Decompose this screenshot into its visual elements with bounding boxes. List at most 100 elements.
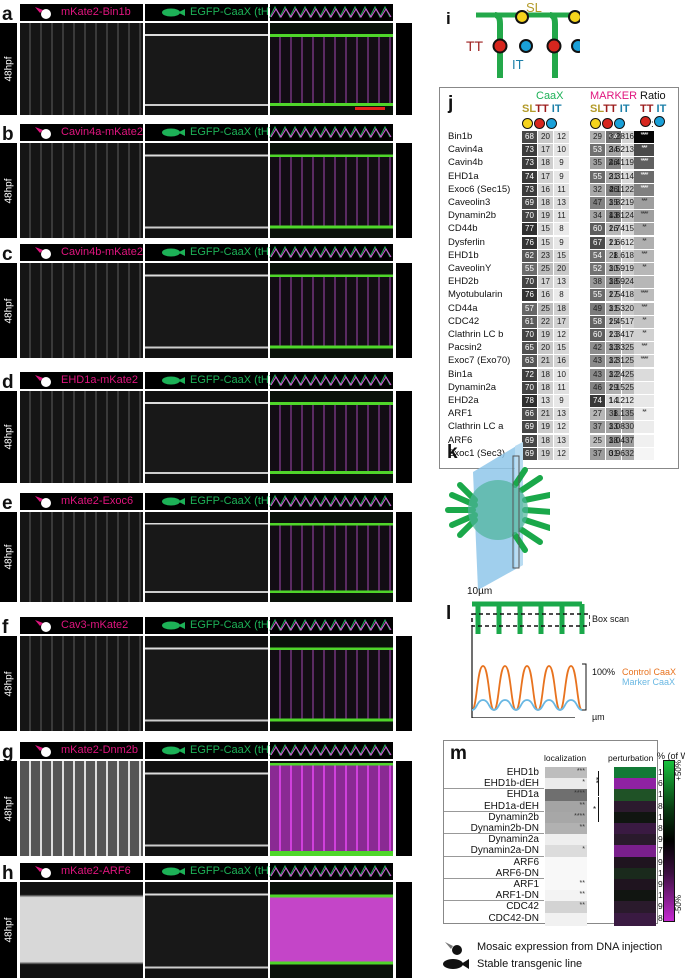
row-name: Exoc1 (Sec3) [448, 447, 506, 459]
caax-cell: 9 [554, 157, 569, 170]
perturbation-header: perturbation [608, 753, 654, 763]
tt-dot-icon [602, 118, 613, 129]
marker-cell: 25 [622, 381, 637, 394]
marker-subheaders: SLTT IT [590, 103, 630, 115]
row-name: CDC42 [448, 315, 480, 327]
caax-cell: 12 [554, 329, 569, 341]
row-name: Caveolin3 [448, 197, 491, 208]
reporter-name: EGFP-CaaX (tH) [190, 374, 273, 386]
marker-name: EHD1a-mKate2 [61, 374, 139, 386]
caax-cell: 73 [522, 144, 537, 157]
pct-value: 91 [658, 834, 667, 844]
perturbation-table: m localization perturbation % (of WT) EH… [443, 740, 685, 926]
caax-cell: 70 [522, 381, 537, 394]
line-profile-g [269, 742, 393, 759]
injection-icon [35, 866, 51, 878]
panel-label-j: j [448, 93, 454, 114]
panel-label-l: l [446, 603, 452, 624]
fish-icon [162, 621, 185, 630]
injection-icon [35, 620, 51, 632]
significance: ** [634, 223, 654, 236]
perturbation-cell [614, 867, 656, 881]
caax-cell: 18 [538, 434, 553, 447]
bracket-2-sig: * [593, 805, 597, 814]
marker-name: mKate2-Dnm2b [61, 744, 139, 756]
marker-cell: 25 [622, 342, 637, 355]
caax-cell: 12 [554, 421, 569, 434]
ratio-value: 1.04 [608, 434, 625, 445]
fish-icon [162, 746, 185, 755]
it-dot-icon [546, 118, 557, 129]
scale-label: 10µm [467, 586, 493, 597]
marker-name: mKate2-Bin1b [61, 6, 131, 18]
fish-icon [443, 959, 469, 969]
fish-icon [162, 497, 185, 506]
label-sl: SL [526, 0, 542, 15]
caax-cell: 76 [522, 289, 537, 302]
marker-cell: 55 [590, 170, 605, 183]
marker-header: MARKER [590, 90, 638, 102]
reporter-image-f [145, 636, 268, 731]
caax-cell: 70 [522, 329, 537, 341]
marker-cell: 24 [622, 210, 637, 223]
reporter-name: EGFP-CaaX (tH) [190, 246, 273, 258]
marker-cell: 32 [606, 368, 621, 381]
ratio-value: 1.59 [608, 276, 625, 287]
caax-cell: 11 [554, 381, 569, 394]
marker-name: Cavin4b-mKate2 [61, 246, 143, 258]
marker-cell: 19 [622, 197, 637, 209]
fish-icon [162, 8, 185, 17]
vertical-profile-g [396, 761, 412, 856]
marker-cell: 33 [606, 342, 621, 355]
marker-cell: 34 [606, 144, 621, 157]
reporter-name: EGFP-CaaX (tH) [190, 126, 273, 138]
marker-cell: 31 [606, 302, 621, 315]
marker-cell: 31 [606, 170, 621, 183]
caax-cell: 69 [522, 434, 537, 447]
panel-label-i: i [446, 9, 451, 28]
caax-cell: 21 [538, 408, 553, 421]
reporter-name: EGFP-CaaX (tH) [190, 619, 273, 631]
construct-name: ARF6-DN [495, 867, 539, 879]
caax-cell: 12 [554, 131, 569, 143]
caax-cell: 18 [538, 197, 553, 209]
caax-cell: 15 [538, 223, 553, 236]
fish-icon [162, 248, 185, 257]
row-name: Dynamin2b [448, 210, 497, 222]
marker-header-d: EHD1a-mKate2 [20, 372, 143, 389]
group-divider [444, 810, 544, 812]
marker-header-b: Cavin4a-mKate2 [20, 124, 143, 141]
scale-bottom-label: -50% [674, 895, 683, 914]
localization-cell: ** [545, 823, 587, 836]
caax-cell: 65 [522, 342, 537, 355]
reporter-image-b [145, 143, 268, 238]
row-name: EHD1a [448, 170, 479, 182]
marker-cell: 34 [590, 210, 605, 223]
stage-label-d: 48hpf [0, 391, 17, 483]
panel-label-d: d [2, 372, 14, 393]
legend-stable: Stable transgenic line [477, 958, 583, 970]
caax-cell: 11 [554, 210, 569, 223]
caax-cell: 19 [538, 329, 553, 341]
label-tt: TT [466, 38, 484, 54]
marker-image-g [20, 761, 143, 856]
fish-icon [162, 128, 185, 137]
line-profile-d [269, 372, 393, 389]
perturbation-cell [614, 767, 656, 780]
significance: **** [634, 355, 654, 368]
marker-cell: 22 [622, 183, 637, 196]
marker-cell: 14 [606, 395, 621, 407]
significance: *** [634, 302, 654, 315]
caax-cell: 68 [522, 131, 537, 143]
significance [634, 447, 654, 460]
caax-cell: 10 [554, 144, 569, 157]
marker-cell: 18 [622, 249, 637, 262]
localization-cell [545, 856, 587, 870]
tt-dot-icon [534, 118, 545, 129]
group-divider [444, 855, 544, 857]
marker-cell: 16 [622, 131, 637, 143]
significance [634, 421, 654, 434]
line-profile-f [269, 617, 393, 634]
significance: ** [634, 263, 654, 275]
marker-cell: 25 [606, 315, 621, 328]
